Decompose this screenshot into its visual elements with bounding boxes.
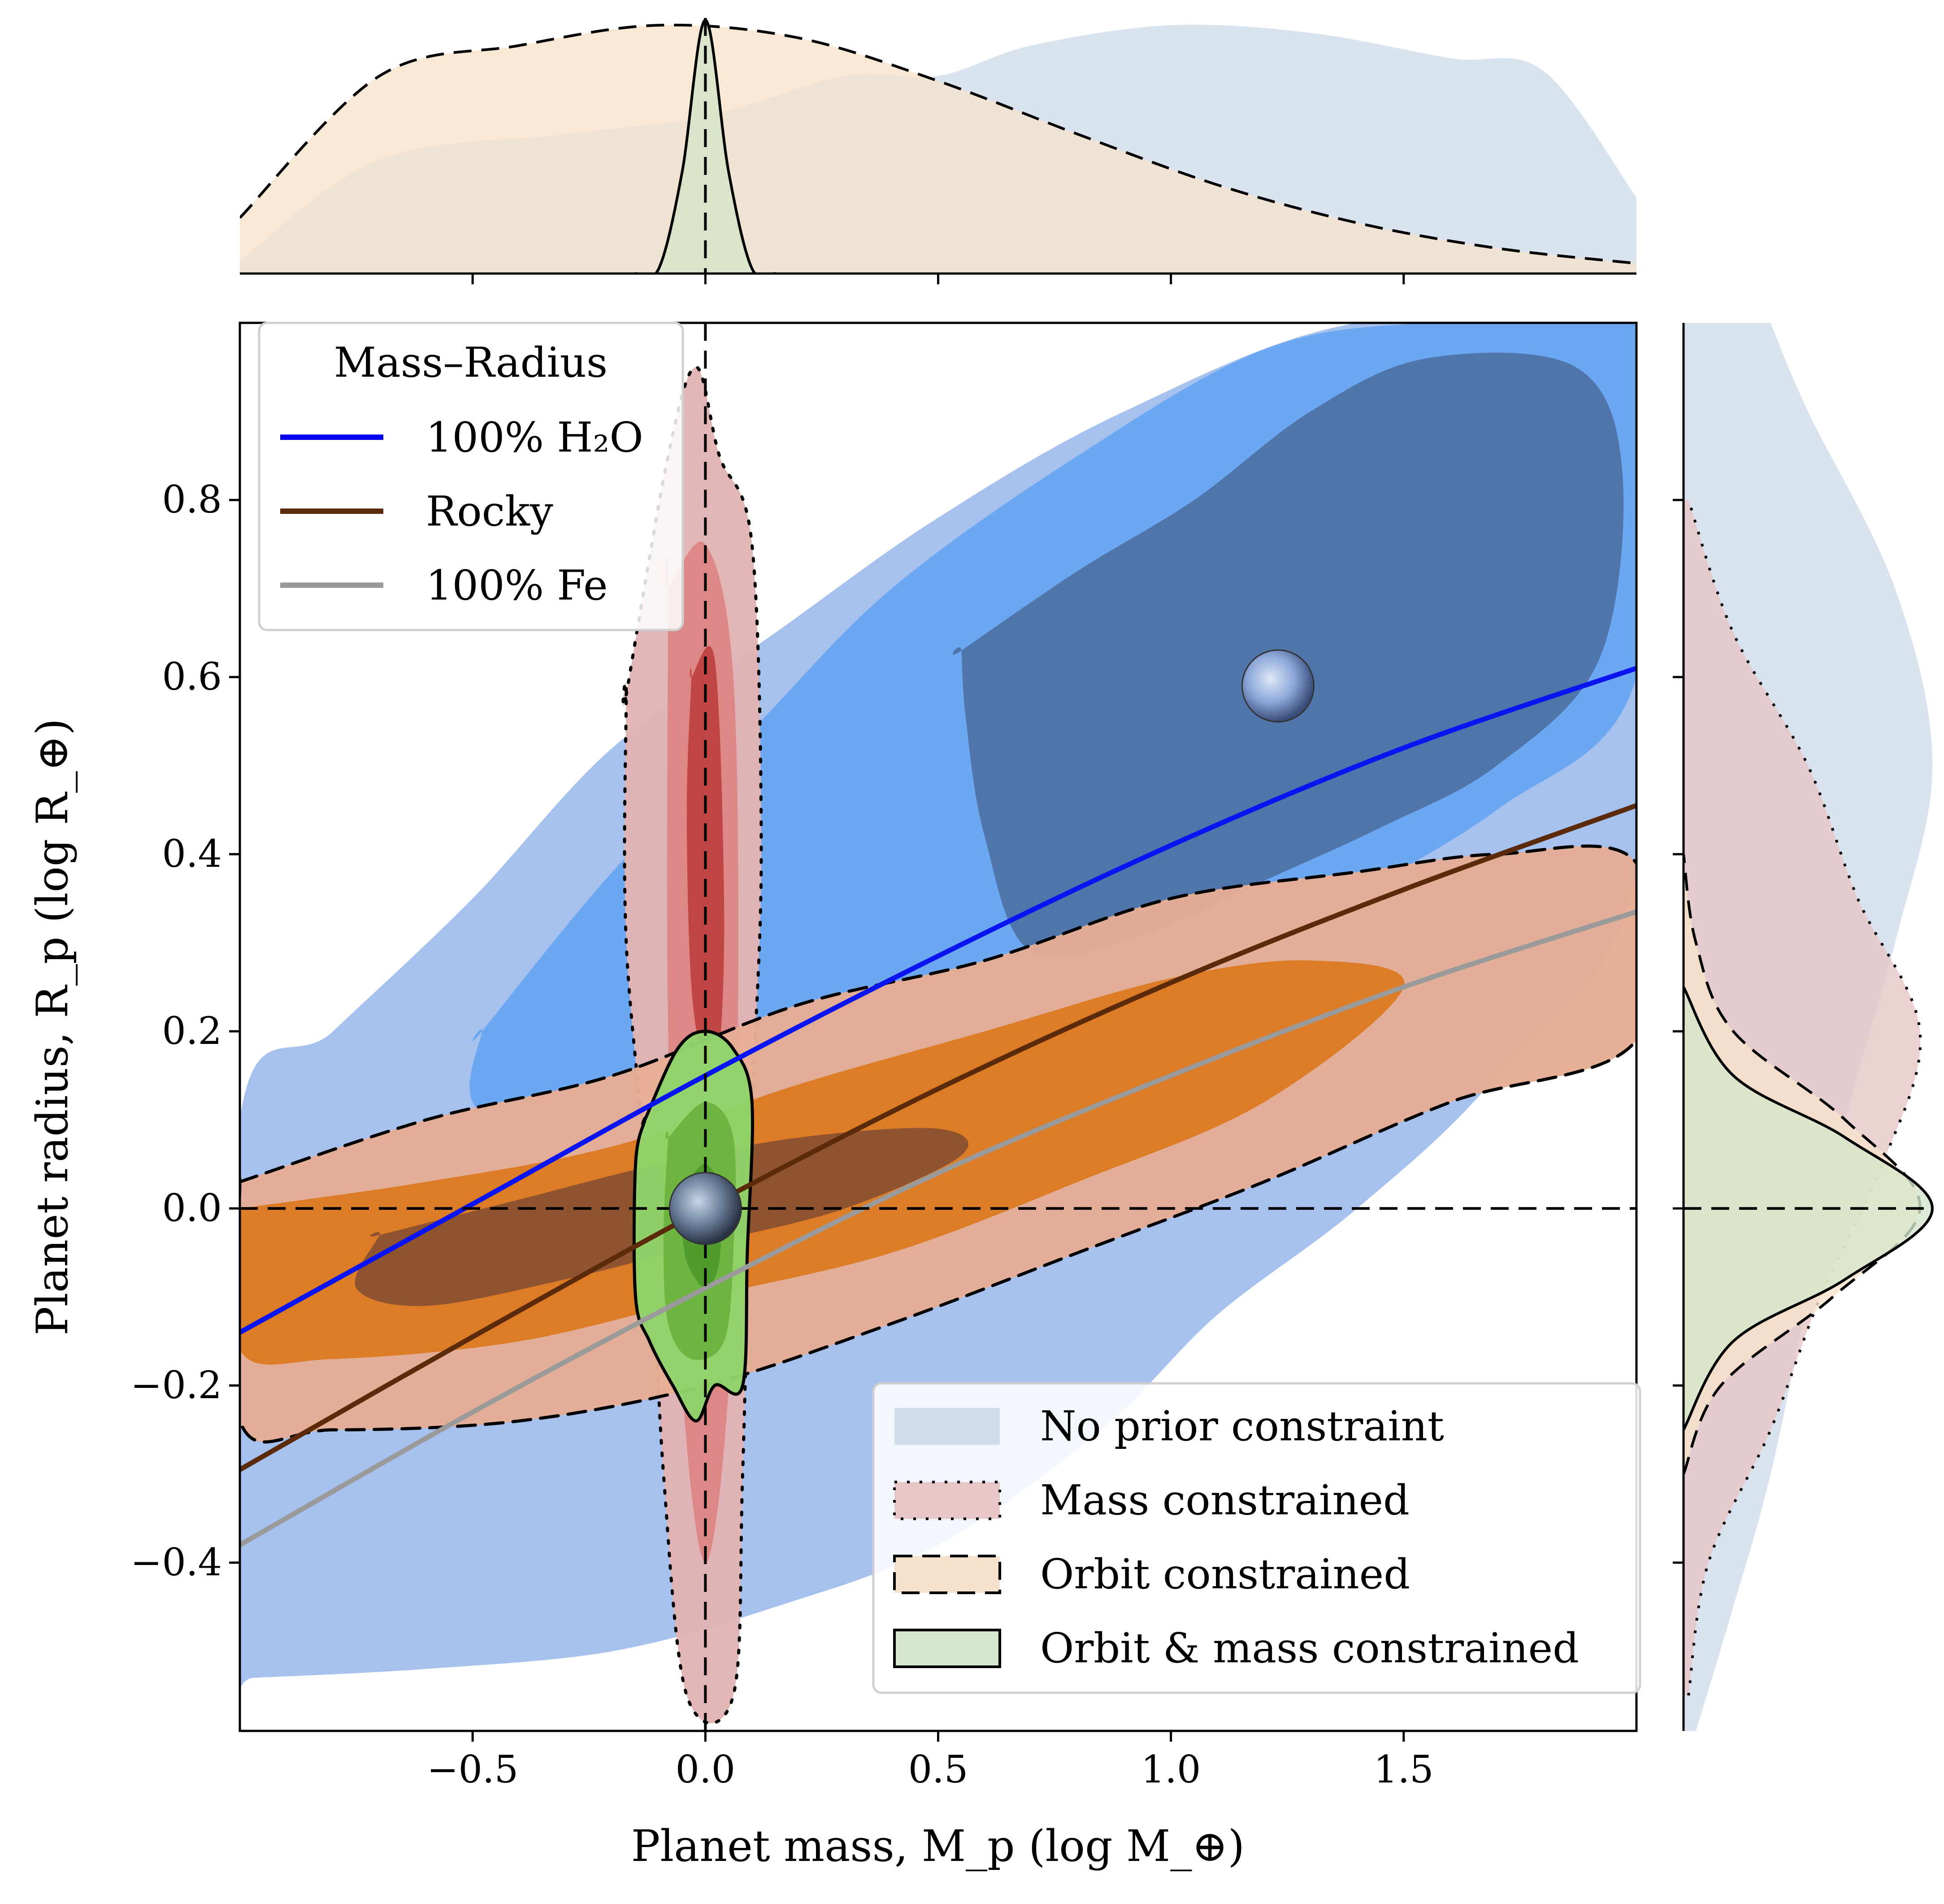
100-h-o-curve	[240, 665, 1636, 1335]
orbit-constrained-legend-label: Orbit constrained	[1040, 1550, 1410, 1598]
mass-radius-legend-title: Mass–Radius	[334, 339, 608, 387]
orbit-constrained-contours	[240, 844, 1636, 1444]
marginal-x-densities	[240, 18, 1636, 274]
marginal-x-panel	[240, 18, 1636, 284]
earth-marker-disc	[668, 1172, 742, 1245]
x-tick-label: 0.0	[676, 1748, 736, 1791]
100-h-o-legend-label: 100% H₂O	[426, 413, 643, 461]
earth-marker	[668, 1172, 742, 1245]
neptune-marker-disc	[1241, 649, 1315, 723]
100-fe-legend-label: 100% Fe	[426, 561, 608, 609]
x-tick-label: 0.5	[908, 1748, 968, 1791]
x-tick-label: 1.5	[1374, 1748, 1434, 1791]
main-plot: −0.5 0.0 0.5 1.0 1.5 −0.4 −0.2 0.0 0.2 0.4 0.6 0.8…	[27, 322, 1638, 1871]
no-prior-constraint-legend-label: No prior constraint	[1040, 1402, 1444, 1450]
y-tick-label: 0.8	[162, 478, 222, 522]
y-tick-label: 0.6	[162, 655, 222, 699]
orbit-mass-constrained-legend-swatch	[893, 1629, 1001, 1668]
mass-constrained-legend-swatch	[893, 1481, 1001, 1520]
no-prior-constraint-legend-swatch	[894, 1408, 1000, 1445]
reference-lines	[240, 323, 1636, 1731]
marginal-y-ticks	[1673, 499, 1684, 1564]
marginal-y-panel	[1673, 323, 1934, 1731]
orbit-constrained-legend-swatch	[893, 1555, 1001, 1594]
planet-markers	[668, 649, 1315, 1245]
rocky-curve	[240, 803, 1636, 1472]
orbit-mass-constrained-marginal-y-line	[1684, 986, 1934, 1431]
posterior-legend: No prior constraint Mass constrained Orbit…	[872, 1382, 1641, 1694]
orbit-constrained-marginal-y-line	[1684, 854, 1922, 1475]
y-axis-ticks: −0.4 −0.2 0.0 0.2 0.4 0.6 0.8	[130, 478, 240, 1584]
x-axis-ticks: −0.5 0.0 0.5 1.0 1.5	[427, 1731, 1434, 1791]
rocky-legend-label: Rocky	[426, 487, 553, 535]
posterior-legend-frame	[872, 1382, 1641, 1694]
y-tick-label: 0.2	[162, 1009, 222, 1053]
mass-radius-legend: Mass–Radius 100% H₂O Rocky 100% Fe	[258, 322, 684, 631]
x-tick-label: 1.0	[1141, 1748, 1201, 1791]
mass-constrained-marginal-y-line	[1687, 500, 1922, 1696]
mass-radius-legend-frame	[258, 322, 684, 631]
orbit-constrained-marginal-x-fill	[240, 25, 1636, 274]
y-axis-title: Planet radius, R_p (log R_⊕)	[27, 718, 78, 1335]
mass-constrained-legend-label: Mass constrained	[1040, 1476, 1410, 1524]
y-tick-label: −0.4	[130, 1540, 222, 1584]
marginal-y-densities	[1684, 323, 1934, 1731]
marginal-x-ticks	[471, 274, 1405, 284]
neptune-marker	[1241, 649, 1315, 723]
orbit-mass-constrained-legend-label: Orbit & mass constrained	[1040, 1624, 1579, 1672]
y-tick-label: 0.0	[162, 1186, 222, 1230]
orbit-constrained-marginal-x-line	[240, 23, 1636, 265]
x-axis-title: Planet mass, M_p (log M_⊕)	[631, 1821, 1245, 1871]
y-tick-label: −0.2	[130, 1363, 222, 1407]
y-tick-label: 0.4	[162, 832, 222, 876]
x-tick-label: −0.5	[427, 1748, 518, 1791]
composition-curves	[240, 665, 1636, 1548]
100-fe-curve	[240, 909, 1636, 1548]
